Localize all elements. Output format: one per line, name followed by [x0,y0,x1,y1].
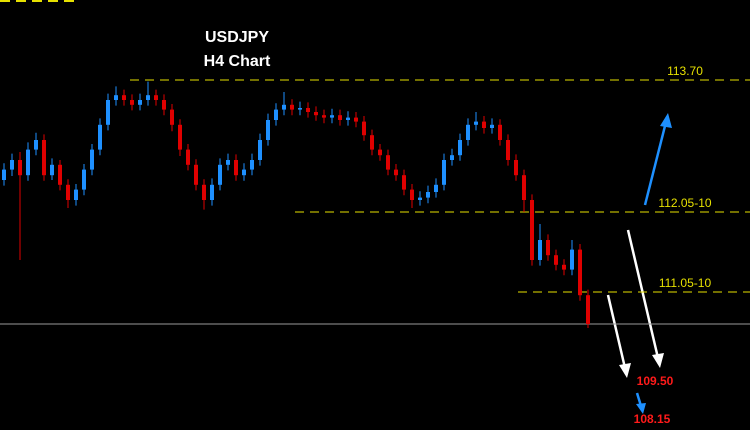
candle-body [434,184,438,192]
candle-body [402,175,406,190]
level-label: 113.70 [667,64,703,78]
candle-body [498,124,502,140]
candle-body [146,95,150,100]
candle-body [578,249,582,296]
candle-body [202,184,206,200]
candle-body [514,160,518,176]
candle-body [458,140,462,156]
candle-body [226,160,230,165]
candle-body [530,200,534,260]
candle-body [122,95,126,100]
candle-body [138,100,142,105]
candle-body [186,149,190,165]
candle-body [386,155,390,170]
candle-body [26,149,30,176]
candle-body [42,140,46,176]
candle-body [106,100,110,125]
candle-body [58,164,62,185]
candle-body [506,140,510,160]
candle-body [258,140,262,160]
candle-body [314,112,318,116]
candle-body [250,160,254,170]
candle-body [418,197,422,200]
candle-body [242,169,246,176]
arrow-head [660,113,672,128]
candle-body [18,160,22,176]
target-label: 108.15 [634,412,671,426]
candle-body [442,160,446,185]
candle-body [322,115,326,118]
candle-body [218,164,222,185]
target-label: 109.50 [637,374,674,388]
candle-body [178,124,182,150]
candle-body [210,184,214,200]
candle-body [274,109,278,120]
candle-body [2,169,6,180]
candle-body [346,117,350,120]
chart-title: USDJPY [205,29,269,46]
candle-body [10,160,14,170]
candle-body [522,175,526,200]
candle-body [90,149,94,170]
candle-body [34,140,38,150]
candle-body [378,149,382,156]
arrow [643,121,668,206]
candle-body [170,109,174,125]
candle-body [538,240,542,260]
candle-body [234,160,238,176]
candle-body [114,95,118,100]
candle-body [50,164,54,176]
level-label: 112.05-10 [658,196,711,210]
candle-body [410,189,414,200]
candle-body [98,124,102,150]
candle-body [354,117,358,122]
candle-body [74,189,78,200]
candle-body [490,124,494,128]
candle-body [562,264,566,270]
level-label: 111.05-10 [659,276,712,290]
candle-body [162,100,166,110]
chart-subtitle: H4 Chart [204,53,271,70]
arrow-head [636,403,646,414]
candle-body [554,255,558,265]
arrow [606,294,627,369]
candle-body [362,121,366,136]
candle-body [466,124,470,140]
candle-body [338,115,342,120]
candle-body [282,104,286,110]
arrow-head [619,363,631,378]
candle-body [370,135,374,150]
candle-body [570,249,574,270]
arrows [606,113,672,414]
candle-body [154,95,158,100]
candle-body [82,169,86,190]
candle-body [266,120,270,140]
candle-body [474,121,478,125]
candle-body [130,100,134,105]
candle-body [290,104,294,110]
candle-body [194,164,198,185]
candle-body [66,184,70,200]
candle-body [298,108,302,110]
candle-body [426,192,430,198]
candle-body [482,121,486,128]
candle-body [546,240,550,256]
candle-body [586,295,590,324]
arrow-head [652,353,664,368]
candle-body [450,155,454,160]
candle-body [330,115,334,118]
candle-body [306,108,310,112]
candle-body [394,169,398,176]
arrow [626,229,660,359]
